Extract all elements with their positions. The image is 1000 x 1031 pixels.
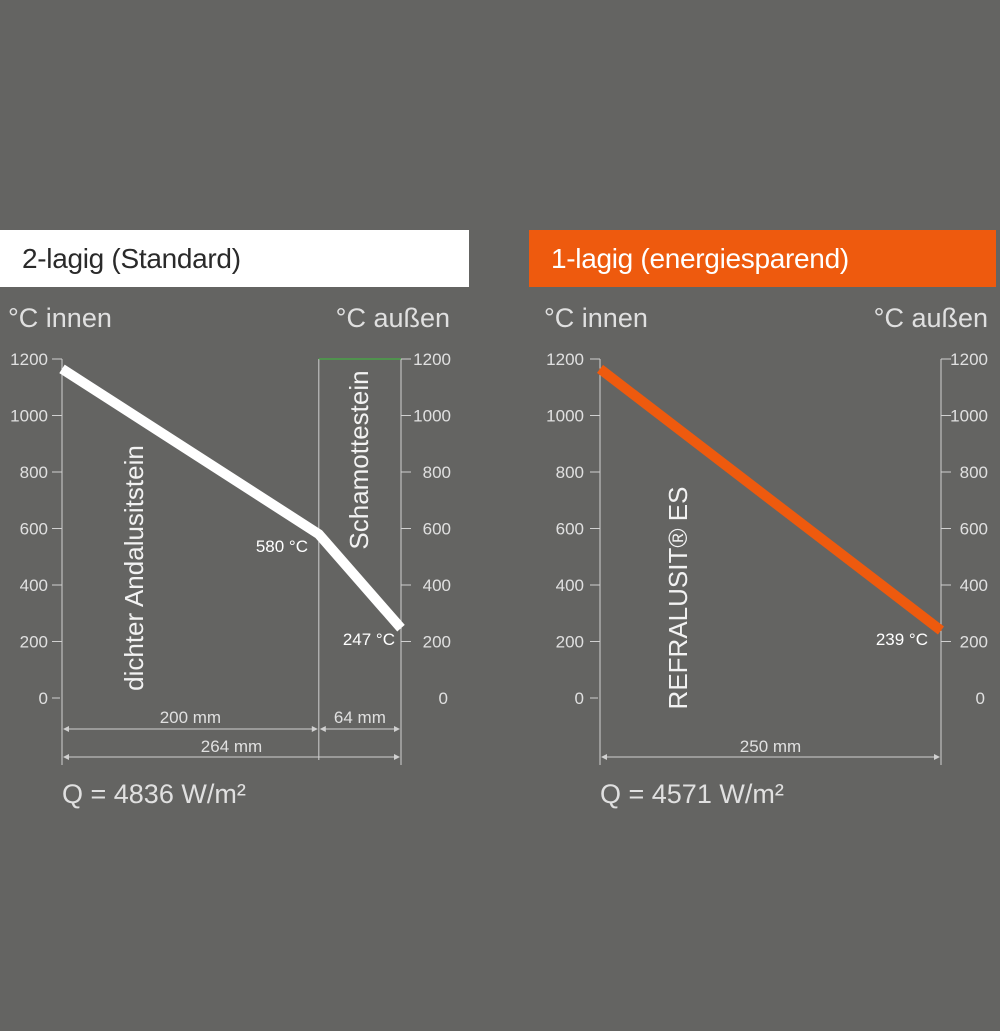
y-tick-label-right: 0 xyxy=(439,689,448,708)
dimension-arrow xyxy=(394,754,400,760)
layer-material-label: Schamottestein xyxy=(344,370,374,549)
y-left-unit-label: °C innen xyxy=(544,303,648,333)
temperature-point xyxy=(940,629,942,631)
dimension-arrow xyxy=(394,726,400,732)
y-tick-label-right: 1200 xyxy=(413,350,451,369)
y-tick-label-right: 600 xyxy=(423,520,451,539)
total-thickness-label: 264 mm xyxy=(201,737,262,756)
y-tick-label-left: 1000 xyxy=(10,407,48,426)
temperature-point-label: 580 °C xyxy=(256,537,308,556)
y-tick-label-right: 800 xyxy=(423,463,451,482)
y-tick-label-left: 0 xyxy=(39,689,48,708)
layer-material-label: dichter Andalusitstein xyxy=(119,445,149,691)
dimension-arrow xyxy=(63,726,69,732)
y-right-unit-label: °C außen xyxy=(874,303,988,333)
y-tick-label-left: 600 xyxy=(556,520,584,539)
y-tick-label-right: 0 xyxy=(976,689,985,708)
y-tick-label-left: 1200 xyxy=(10,350,48,369)
y-tick-label-right: 200 xyxy=(423,633,451,652)
layer-thickness-label: 200 mm xyxy=(160,708,221,727)
header-energy-saving: 1-lagig (energiesparend) xyxy=(529,230,996,287)
y-tick-label-left: 1200 xyxy=(546,350,584,369)
y-tick-label-right: 600 xyxy=(960,520,988,539)
layer-thickness-label: 64 mm xyxy=(334,708,386,727)
y-tick-label-left: 200 xyxy=(20,633,48,652)
y-tick-label-left: 0 xyxy=(575,689,584,708)
dimension-arrow xyxy=(311,726,318,732)
layer-material-label: REFRALUSIT® ES xyxy=(663,487,693,710)
y-tick-label-left: 800 xyxy=(20,463,48,482)
dimension-arrow xyxy=(934,754,940,760)
temperature-line xyxy=(596,364,945,635)
y-tick-label-right: 200 xyxy=(960,633,988,652)
dimension-arrow xyxy=(319,726,326,732)
y-left-unit-label: °C innen xyxy=(8,303,112,333)
temperature-point xyxy=(318,533,320,535)
header-standard: 2-lagig (Standard) xyxy=(0,230,469,287)
heat-flux-label: Q = 4836 W/m² xyxy=(62,779,246,809)
dimension-arrow xyxy=(63,754,69,760)
heat-flux-label: Q = 4571 W/m² xyxy=(600,779,784,809)
dimension-arrow xyxy=(601,754,607,760)
temperature-point-label: 239 °C xyxy=(876,630,928,649)
temperature-point xyxy=(61,368,63,370)
y-tick-label-right: 1000 xyxy=(950,407,988,426)
y-right-unit-label: °C außen xyxy=(336,303,450,333)
y-tick-label-left: 200 xyxy=(556,633,584,652)
y-tick-label-right: 1200 xyxy=(950,350,988,369)
y-tick-label-left: 600 xyxy=(20,520,48,539)
temperature-point xyxy=(400,627,402,629)
y-tick-label-right: 800 xyxy=(960,463,988,482)
total-thickness-label: 250 mm xyxy=(740,737,801,756)
y-tick-label-right: 400 xyxy=(423,576,451,595)
y-tick-label-left: 400 xyxy=(556,576,584,595)
temperature-point-label: 247 °C xyxy=(343,630,395,649)
y-tick-label-right: 400 xyxy=(960,576,988,595)
y-tick-label-left: 400 xyxy=(20,576,48,595)
y-tick-label-left: 800 xyxy=(556,463,584,482)
temperature-point xyxy=(599,368,601,370)
y-tick-label-left: 1000 xyxy=(546,407,584,426)
y-tick-label-right: 1000 xyxy=(413,407,451,426)
